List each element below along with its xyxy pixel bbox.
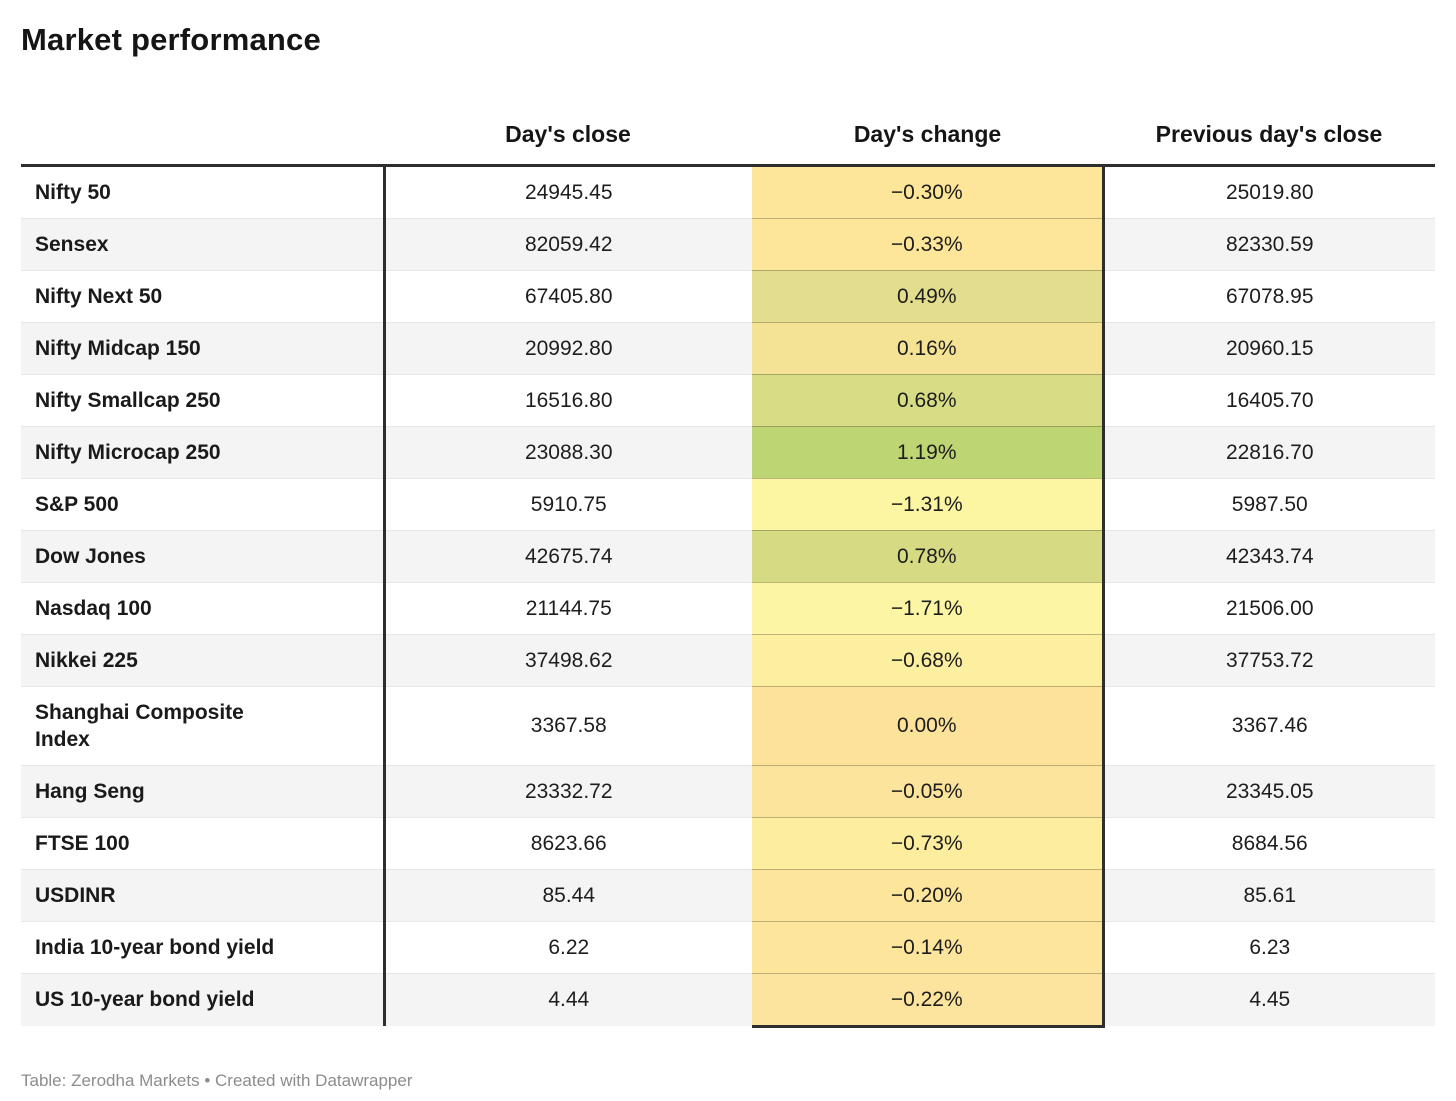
days-close-cell: 67405.80 — [384, 269, 752, 322]
page-title: Market performance — [21, 22, 321, 57]
days-close-cell: 3367.58 — [384, 685, 752, 765]
days-change-cell: −0.14% — [752, 920, 1105, 973]
table-row: Nifty Next 50 67405.80 0.49% 67078.95 — [21, 269, 1435, 322]
table-row: Shanghai Composite Index 3367.58 0.00% 3… — [21, 685, 1435, 765]
days-close-cell: 8623.66 — [384, 816, 752, 869]
previous-days-close-cell: 16405.70 — [1103, 373, 1435, 426]
row-label: Dow Jones — [21, 529, 386, 582]
column-header-index — [21, 59, 384, 167]
row-label: USDINR — [21, 868, 386, 921]
row-label: Nifty 50 — [21, 165, 386, 218]
row-label: Nikkei 225 — [21, 633, 386, 686]
days-change-cell: −0.73% — [752, 816, 1105, 869]
days-close-cell: 16516.80 — [384, 373, 752, 426]
days-change-cell: 0.68% — [752, 373, 1105, 426]
row-label: Nifty Microcap 250 — [21, 425, 386, 478]
table-row: Sensex 82059.42 −0.33% 82330.59 — [21, 217, 1435, 270]
table-footer: Table: Zerodha Markets • Created with Da… — [21, 1070, 1434, 1092]
previous-days-close-cell: 25019.80 — [1225, 180, 1314, 204]
row-label: Sensex — [21, 217, 386, 270]
previous-days-close-cell: 82330.59 — [1103, 217, 1435, 270]
days-change-cell: −1.31% — [752, 477, 1105, 530]
table-row: FTSE 100 8623.66 −0.73% 8684.56 — [21, 816, 1435, 869]
days-change-cell: −0.05% — [752, 764, 1105, 817]
row-label: India 10-year bond yield — [21, 920, 386, 973]
days-close-cell: 4.44 — [384, 972, 752, 1026]
row-label: Nifty Smallcap 250 — [21, 373, 386, 426]
previous-days-close-cell: 5987.50 — [1103, 477, 1435, 530]
header-row: Day's close Day's change Previous day's … — [21, 59, 1435, 167]
row-label: Shanghai Composite Index — [21, 685, 386, 765]
table-row: Hang Seng 23332.72 −0.05% 23345.05 — [21, 764, 1435, 817]
previous-days-close-cell: 8684.56 — [1103, 816, 1435, 869]
column-header-days-change: Day's change — [752, 59, 1103, 167]
table-row: India 10-year bond yield 6.22 −0.14% 6.2… — [21, 920, 1435, 973]
days-change-cell: 1.19% — [752, 425, 1105, 478]
previous-days-close-cell: 4.45 — [1103, 972, 1435, 1026]
days-close-cell: 6.22 — [384, 920, 752, 973]
days-change-cell: −1.71% — [752, 581, 1105, 634]
table-row: Nasdaq 100 21144.75 −1.71% 21506.00 — [21, 581, 1435, 634]
table-row: US 10-year bond yield 4.44 −0.22% 4.45 — [21, 972, 1435, 1028]
row-label: US 10-year bond yield — [21, 972, 386, 1026]
days-close-cell: 23332.72 — [384, 764, 752, 817]
table-row: Nifty Microcap 250 23088.30 1.19% 22816.… — [21, 425, 1435, 478]
previous-days-close-cell: 20960.15 — [1103, 321, 1435, 374]
days-close-cell: 5910.75 — [384, 477, 752, 530]
row-label: S&P 500 — [21, 477, 386, 530]
days-close-cell: 82059.42 — [384, 217, 752, 270]
column-header-days-close: Day's close — [384, 59, 752, 167]
days-change-cell: 0.49% — [752, 269, 1105, 322]
days-change-cell: −0.30% — [752, 165, 1105, 218]
days-change-cell: 0.78% — [752, 529, 1105, 582]
previous-days-close-cell: 23345.05 — [1103, 764, 1435, 817]
previous-days-close-cell: 85.61 — [1103, 868, 1435, 921]
days-close-cell: 21144.75 — [384, 581, 752, 634]
days-close-cell: 85.44 — [384, 868, 752, 921]
table-row: Nifty 50 24945.45 −0.30% 25019.80 — [21, 165, 1435, 218]
previous-days-close-cell: 3367.46 — [1103, 685, 1435, 765]
previous-days-close-cell: 42343.74 — [1103, 529, 1435, 582]
column-header-previous-days-close: Previous day's close — [1103, 59, 1435, 167]
table-row: Dow Jones 42675.74 0.78% 42343.74 — [21, 529, 1435, 582]
table-row: USDINR 85.44 −0.20% 85.61 — [21, 868, 1435, 921]
table-row: Nifty Midcap 150 20992.80 0.16% 20960.15 — [21, 321, 1435, 374]
days-close-cell: 24945.45 — [524, 180, 613, 204]
days-change-cell: −0.33% — [752, 217, 1105, 270]
days-close-cell: 37498.62 — [384, 633, 752, 686]
previous-days-close-cell: 22816.70 — [1103, 425, 1435, 478]
days-change-cell: 0.00% — [752, 685, 1105, 765]
previous-days-close-cell: 67078.95 — [1103, 269, 1435, 322]
table-row: Nifty Smallcap 250 16516.80 0.68% 16405.… — [21, 373, 1435, 426]
row-label: Hang Seng — [21, 764, 386, 817]
row-label: Nifty Midcap 150 — [21, 321, 386, 374]
table-row: S&P 500 5910.75 −1.31% 5987.50 — [21, 477, 1435, 530]
source-attribution: Table: Zerodha Markets — [21, 1070, 200, 1090]
days-change-cell: −0.22% — [752, 972, 1105, 1028]
market-performance-table: Day's close Day's change Previous day's … — [21, 59, 1435, 1028]
footer-separator: • — [204, 1070, 211, 1090]
row-label: Nasdaq 100 — [21, 581, 386, 634]
days-close-cell: 20992.80 — [384, 321, 752, 374]
days-change-cell: 0.16% — [752, 321, 1105, 374]
previous-days-close-cell: 21506.00 — [1103, 581, 1435, 634]
row-label: FTSE 100 — [21, 816, 386, 869]
days-change-cell: −0.20% — [752, 868, 1105, 921]
days-change-cell: −0.68% — [752, 633, 1105, 686]
previous-days-close-cell: 37753.72 — [1103, 633, 1435, 686]
datawrapper-credit-link[interactable]: Created with Datawrapper — [215, 1070, 413, 1090]
table-row: Nikkei 225 37498.62 −0.68% 37753.72 — [21, 633, 1435, 686]
days-close-cell: 42675.74 — [384, 529, 752, 582]
row-label: Nifty Next 50 — [21, 269, 386, 322]
previous-days-close-cell: 6.23 — [1103, 920, 1435, 973]
days-close-cell: 23088.30 — [384, 425, 752, 478]
